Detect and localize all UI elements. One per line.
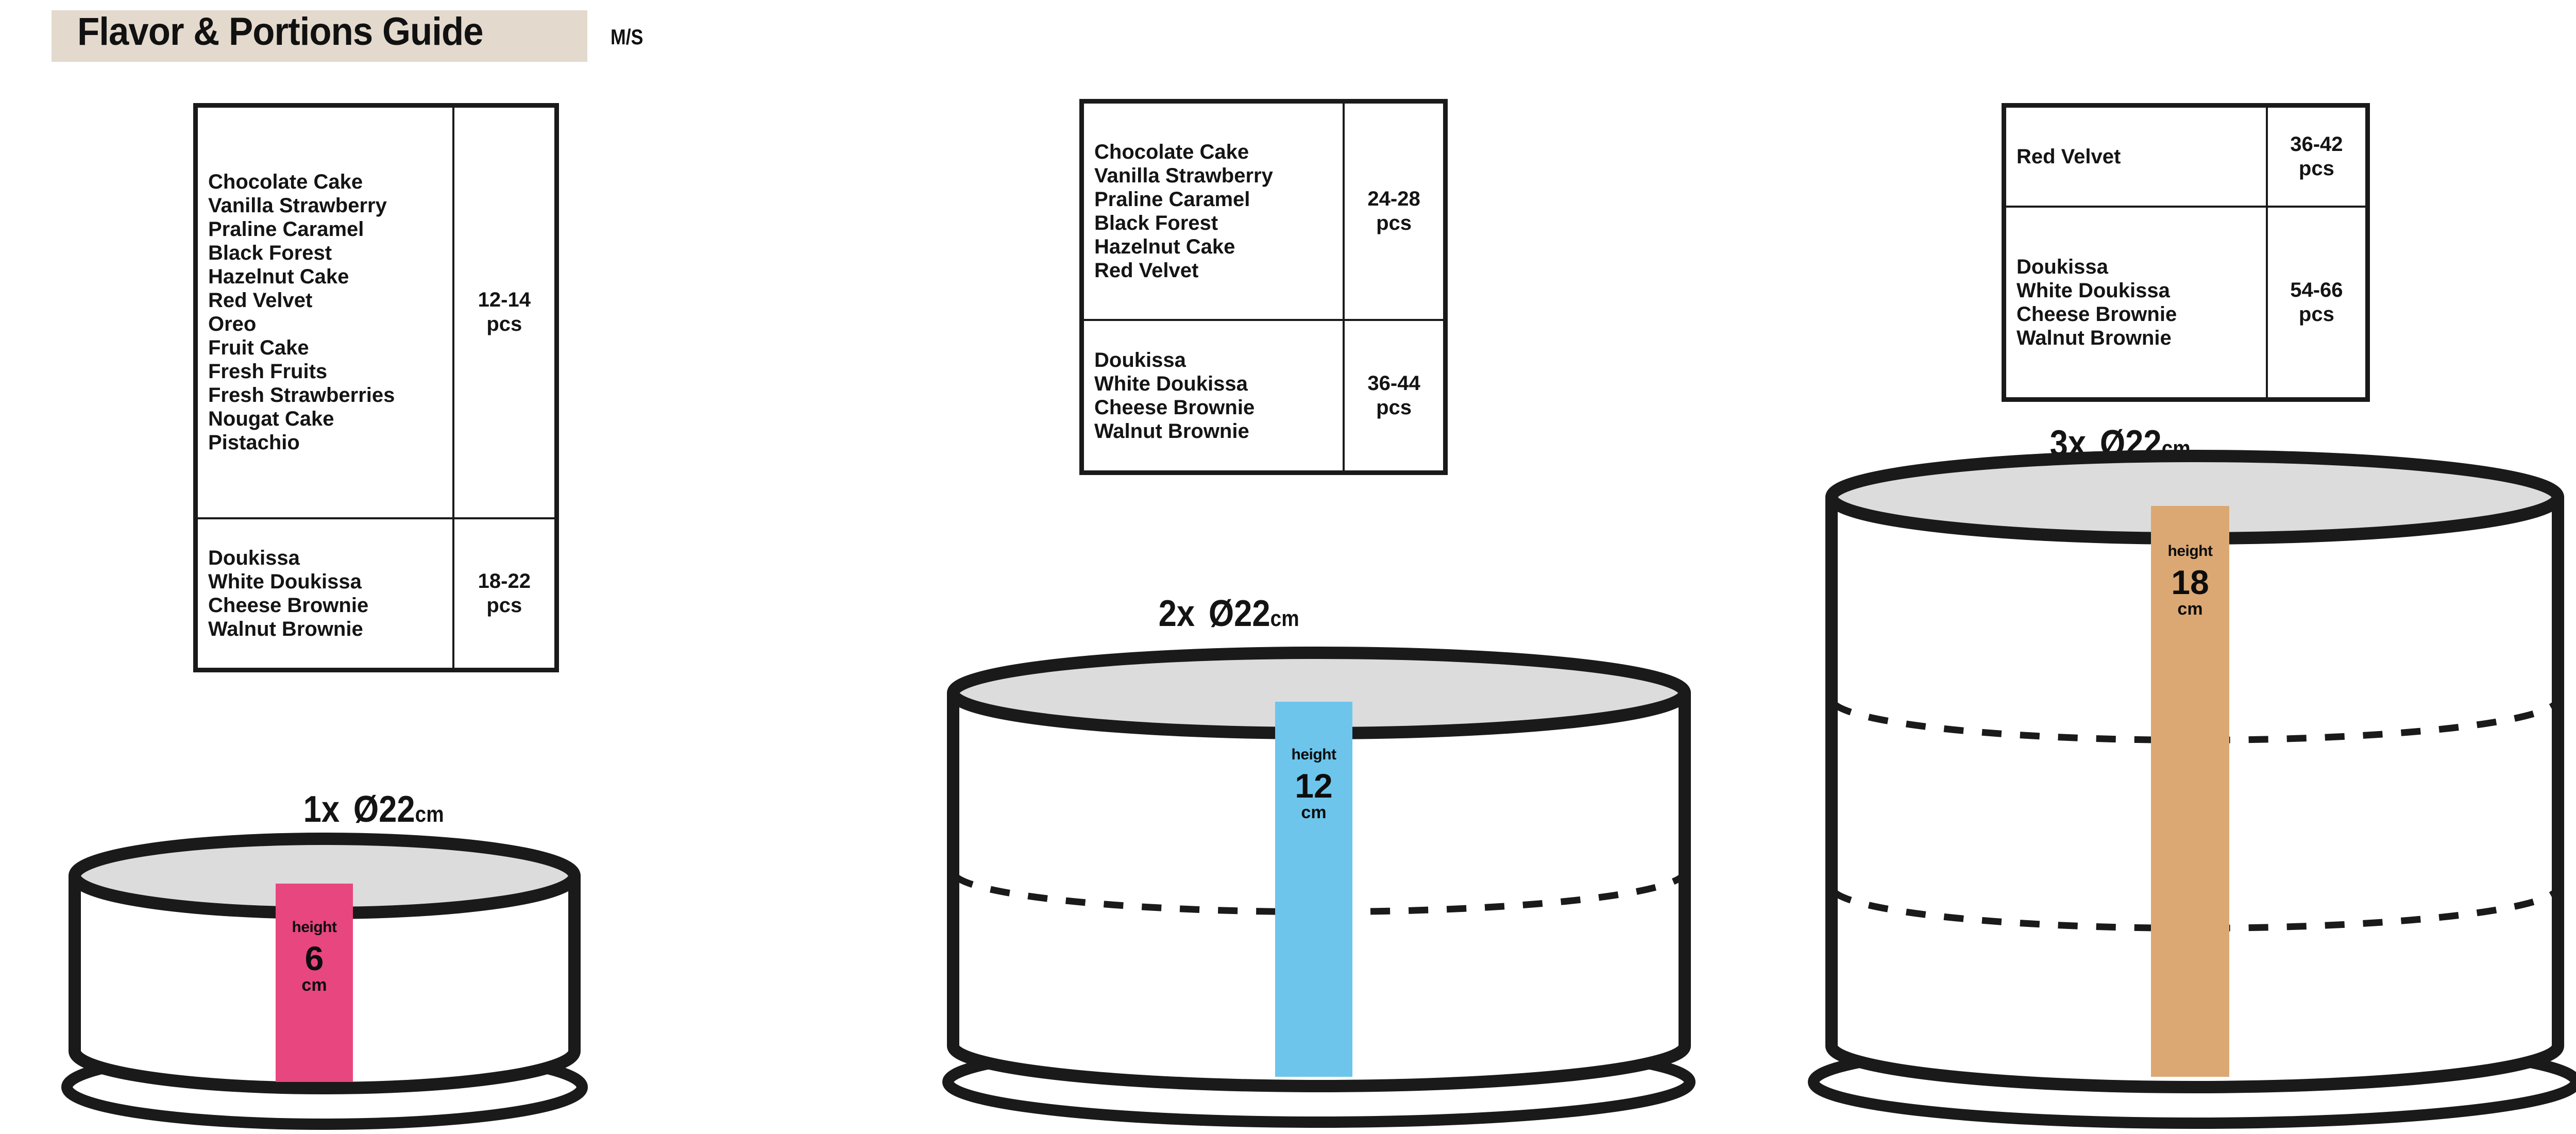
flavor-item: Pistachio (208, 431, 300, 454)
cake-caption-2x: 2x Ø22cm (1159, 593, 1299, 635)
flavor-item: Praline Caramel (1094, 188, 1250, 211)
flavor-item: Walnut Brownie (2016, 326, 2172, 349)
portion-count-value: 36-44 (1367, 371, 1420, 395)
header-subtitle-ms: M/S (611, 25, 643, 49)
table-row: Red Velvet 36-42 pcs (2004, 106, 2368, 208)
portion-count-value: 12-14 (478, 289, 531, 312)
portion-count-unit: pcs (2298, 302, 2334, 326)
portion-count-cell: 36-44 pcs (1343, 318, 1445, 473)
portion-count-unit: pcs (486, 313, 522, 336)
portion-count-unit: pcs (1376, 211, 1412, 234)
flavor-item: Black Forest (1094, 211, 1218, 234)
flavor-item: Doukissa (2016, 255, 2108, 278)
portion-count-unit: pcs (486, 594, 522, 617)
portion-count-value: 18-22 (478, 569, 531, 593)
flavor-item: Walnut Brownie (1094, 419, 1249, 443)
cake-shape-2x (942, 647, 1696, 1128)
flavor-list-cell: Red Velvet (2004, 106, 2268, 208)
portion-count-value: 24-28 (1367, 187, 1420, 210)
flavor-list-cell: Chocolate Cake Vanilla Strawberry Pralin… (1081, 101, 1345, 321)
flavor-item: Cheese Brownie (2016, 302, 2177, 326)
portion-count-cell: 12-14 pcs (452, 106, 557, 519)
flavor-item: Cheese Brownie (208, 594, 369, 617)
cake-diameter-label: Ø22 (353, 789, 415, 830)
flavor-item: Chocolate Cake (1094, 140, 1249, 163)
portion-count-cell: 18-22 pcs (452, 517, 557, 670)
cake-diagram-3x: 3x Ø22cm height 18 cm (1783, 412, 2576, 1133)
table-row: Doukissa White Doukissa Cheese Brownie W… (1081, 318, 1445, 473)
flavor-item: Hazelnut Cake (208, 265, 349, 289)
table-row: Chocolate Cake Vanilla Strawberry Pralin… (196, 106, 557, 519)
flavor-list-cell: Doukissa White Doukissa Cheese Brownie W… (196, 517, 454, 670)
cake-shape-1x (61, 833, 588, 1130)
flavor-item: Doukissa (1094, 348, 1186, 371)
height-strip-2x (1275, 702, 1352, 1077)
flavor-item: Fresh Strawberries (208, 384, 395, 407)
flavor-item: Chocolate Cake (208, 171, 363, 194)
portion-count-value: 36-42 (2290, 132, 2343, 156)
cake-diameter-label: Ø22 (1208, 593, 1270, 634)
flavor-item: Black Forest (208, 242, 332, 265)
cake-caption-1x: 1x Ø22cm (303, 788, 444, 831)
portions-table-3x: Red Velvet 36-42 pcs Doukissa White Douk… (2002, 103, 2370, 402)
flavor-item: Red Velvet (1094, 259, 1199, 282)
flavor-item: Fresh Fruits (208, 360, 328, 383)
table-row: Doukissa White Doukissa Cheese Brownie W… (2004, 205, 2368, 400)
cake-shape-3x (1808, 450, 2576, 1129)
flavor-item: White Doukissa (1094, 372, 1248, 395)
flavor-item: Hazelnut Cake (1094, 235, 1235, 258)
flavor-item: Fruit Cake (208, 336, 309, 360)
cake-diameter-unit: cm (415, 802, 444, 827)
header-banner (52, 10, 587, 62)
table-row: Doukissa White Doukissa Cheese Brownie W… (196, 517, 557, 670)
height-strip-3x (2151, 506, 2229, 1077)
flavor-item: Vanilla Strawberry (208, 194, 387, 217)
portions-table-2x: Chocolate Cake Vanilla Strawberry Pralin… (1079, 99, 1448, 475)
flavor-list-cell: Doukissa White Doukissa Cheese Brownie W… (2004, 205, 2268, 400)
flavor-item: Vanilla Strawberry (1094, 164, 1273, 187)
cake-diagram-2x: 2x Ø22cm height 12 cm (912, 587, 1736, 1133)
portions-table-1x: Chocolate Cake Vanilla Strawberry Pralin… (193, 103, 559, 672)
flavor-item: White Doukissa (208, 570, 362, 593)
table-row: Chocolate Cake Vanilla Strawberry Pralin… (1081, 101, 1445, 321)
flavor-item: Doukissa (208, 546, 300, 569)
cake-count-label: 2x (1158, 593, 1195, 634)
flavor-item: Oreo (208, 313, 257, 336)
portion-count-cell: 36-42 pcs (2265, 106, 2368, 208)
flavor-item: Cheese Brownie (1094, 396, 1255, 419)
flavor-item: Praline Caramel (208, 218, 364, 241)
portion-count-unit: pcs (2298, 157, 2334, 180)
cake-diagram-1x: 1x Ø22cm height 6 cm (52, 789, 876, 1133)
portion-count-unit: pcs (1376, 396, 1412, 419)
flavor-list-cell: Chocolate Cake Vanilla Strawberry Pralin… (196, 106, 454, 519)
flavor-item: Walnut Brownie (208, 617, 363, 640)
cake-count-label: 1x (303, 789, 340, 830)
cake-diameter-unit: cm (1270, 606, 1299, 631)
portion-count-cell: 54-66 pcs (2265, 205, 2368, 400)
flavor-item: Red Velvet (208, 289, 313, 312)
page-title: Flavor & Portions Guide (77, 10, 484, 54)
portion-count-cell: 24-28 pcs (1343, 101, 1445, 321)
height-strip-1x (276, 884, 353, 1082)
flavor-item: Red Velvet (2016, 145, 2121, 168)
flavor-item: White Doukissa (2016, 279, 2170, 302)
flavor-item: Nougat Cake (208, 408, 334, 431)
flavor-list-cell: Doukissa White Doukissa Cheese Brownie W… (1081, 318, 1345, 473)
portion-count-value: 54-66 (2290, 278, 2343, 301)
